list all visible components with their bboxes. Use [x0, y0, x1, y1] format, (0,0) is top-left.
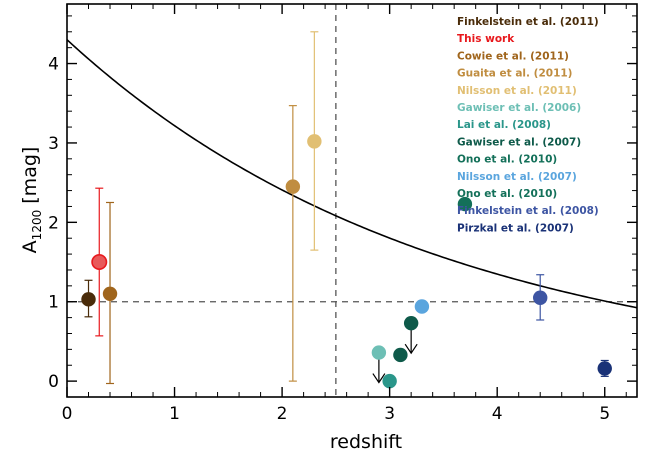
x-tick-label: 4	[492, 404, 503, 424]
legend-entry: Gawiser et al. (2007)	[457, 136, 581, 148]
data-point	[414, 299, 430, 314]
y-tick-label: 4	[48, 55, 59, 75]
legend-entry: Finkelstein et al. (2011)	[457, 16, 599, 28]
x-tick-label: 2	[277, 404, 288, 424]
legend-entry: Ono et al. (2010)	[457, 188, 557, 200]
upper-limit-arrowhead	[404, 343, 418, 355]
legend-entry: Finkelstein et al. (2008)	[457, 205, 599, 217]
data-point	[457, 196, 473, 212]
y-tick-label: 0	[48, 372, 59, 392]
x-tick-label: 0	[62, 404, 73, 424]
data-points	[81, 134, 612, 389]
axes: 0 1 2 3 4 5 0 1 2 3 4	[48, 3, 638, 424]
legend-entry: Gawiser et al. (2006)	[457, 102, 581, 114]
data-point	[597, 361, 612, 376]
model-curve	[66, 39, 638, 309]
legend-entry: This work	[457, 33, 515, 45]
legend-entry: Guaita et al. (2011)	[457, 68, 573, 80]
data-point	[81, 292, 96, 307]
data-point	[285, 179, 301, 194]
y-tick-label: 3	[48, 134, 59, 154]
data-point	[307, 134, 322, 149]
data-point	[371, 345, 387, 360]
legend-entry: Nilsson et al. (2011)	[457, 85, 577, 97]
y-tick-label: 1	[48, 293, 59, 313]
plot-frame	[66, 3, 638, 398]
legend: Finkelstein et al. (2011) This work Cowie …	[457, 16, 599, 234]
legend-entry: Nilsson et al. (2007)	[457, 171, 577, 183]
legend-entry: Lai et al. (2008)	[457, 119, 551, 131]
x-tick-label: 5	[599, 404, 610, 424]
legend-entry: Ono et al. (2010)	[457, 154, 557, 166]
data-point	[91, 254, 108, 271]
model-curve-layer	[66, 39, 638, 309]
y-tick-label: 2	[48, 213, 59, 233]
data-point	[102, 286, 118, 301]
data-point	[533, 290, 548, 305]
legend-entry: Pirzkal et al. (2007)	[457, 222, 574, 234]
x-axis-label: redshift	[330, 431, 402, 453]
data-point	[403, 315, 419, 331]
upper-limit-arrowhead	[372, 373, 386, 384]
data-point	[382, 373, 397, 389]
legend-entry: Cowie et al. (2011)	[457, 50, 569, 62]
x-tick-label: 1	[169, 404, 180, 424]
y-axis-label: A1200 [mag]	[19, 147, 44, 254]
reference-lines	[67, 4, 637, 397]
data-point	[393, 347, 408, 363]
x-tick-label: 3	[384, 404, 395, 424]
